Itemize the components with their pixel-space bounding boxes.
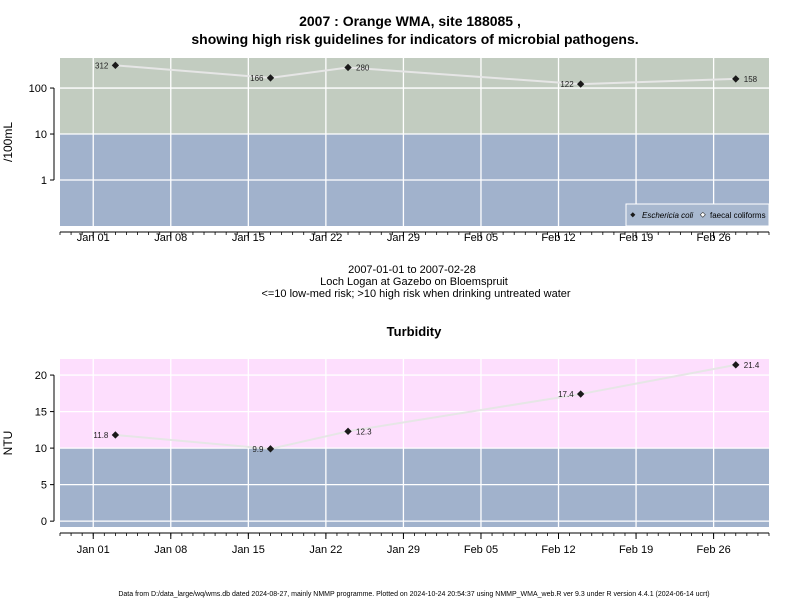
data-label: 17.4 <box>558 390 574 399</box>
y-tick-label: 1 <box>41 175 47 187</box>
data-point <box>344 427 352 435</box>
y-tick-label: 100 <box>29 83 47 95</box>
data-point <box>111 61 120 69</box>
data-label: 9.9 <box>252 445 264 454</box>
data-label: 21.4 <box>744 361 760 370</box>
data-label: 312 <box>95 61 109 70</box>
x-tick-label: Jan 22 <box>309 544 342 556</box>
x-tick-label: Jan 15 <box>232 544 265 556</box>
x-tick-label: Feb 12 <box>541 544 575 556</box>
y-tick-label: 10 <box>35 129 47 141</box>
risk-band-0 <box>60 359 769 449</box>
x-tick-label: Jan 22 <box>309 232 342 244</box>
footer-note: Data from D:/data_large/wq/wms.db dated … <box>118 591 709 598</box>
legend-marker-open <box>699 211 706 218</box>
location-caption: Loch Logan at Gazebo on Bloemspruit <box>320 276 508 288</box>
x-tick-label: Feb 05 <box>464 544 498 556</box>
x-tick-label: Feb 19 <box>619 232 653 244</box>
data-point <box>111 431 120 439</box>
legend-label: faecal coliforms <box>710 211 766 220</box>
x-tick-label: Feb 26 <box>696 544 730 556</box>
data-label: 166 <box>250 74 264 83</box>
data-label: 122 <box>560 80 574 89</box>
data-point <box>576 390 585 398</box>
x-tick-label: Feb 26 <box>696 232 730 244</box>
data-label: 158 <box>744 75 758 84</box>
x-tick-label: Jan 29 <box>387 544 420 556</box>
turbidity-title: Turbidity <box>387 324 442 339</box>
data-point <box>266 74 275 82</box>
data-label: 12.3 <box>356 427 372 436</box>
date-range-caption: 2007-01-01 to 2007-02-28 <box>348 264 476 276</box>
y-tick-label: 0 <box>41 516 47 528</box>
data-label: 11.8 <box>93 431 109 440</box>
chart-title-line-2: showing high risk guidelines for indicat… <box>191 31 638 47</box>
data-point <box>344 63 352 72</box>
legend-box <box>625 203 770 227</box>
y-tick-label: 15 <box>35 407 47 419</box>
y-tick-label: 20 <box>35 370 47 382</box>
x-tick-label: Feb 05 <box>464 232 498 244</box>
x-tick-label: Jan 01 <box>77 544 110 556</box>
x-tick-label: Jan 15 <box>232 232 265 244</box>
y-tick-label: 10 <box>35 443 47 455</box>
x-tick-label: Jan 29 <box>387 232 420 244</box>
chart-title-line-1: 2007 : Orange WMA, site 188085 , <box>299 13 521 29</box>
x-tick-label: Feb 19 <box>619 544 653 556</box>
data-label: 280 <box>356 63 370 72</box>
risk-band-1 <box>60 448 769 527</box>
y-tick-label: 5 <box>41 480 47 492</box>
y-axis-label: /100mL <box>1 122 15 162</box>
x-tick-label: Jan 08 <box>154 232 187 244</box>
ecoli-panel: Jan 01 Jan 08 Jan 15 Jan 22 Jan 29 Feb 05 Feb … <box>1 58 770 244</box>
x-tick-label: Feb 12 <box>541 232 575 244</box>
data-point <box>732 361 740 369</box>
x-tick-label: Jan 08 <box>154 544 187 556</box>
x-tick-label: Jan 01 <box>77 232 110 244</box>
data-point <box>266 445 275 453</box>
y-axis-label: NTU <box>1 431 15 456</box>
risk-note-caption: <=10 low-med risk; >10 high risk when dr… <box>261 288 570 300</box>
legend-label: Eschericia coli <box>642 211 693 220</box>
turbidity-panel: Jan 01 Jan 08 Jan 15 Jan 22 Jan 29 Feb 05 Feb … <box>1 359 770 556</box>
